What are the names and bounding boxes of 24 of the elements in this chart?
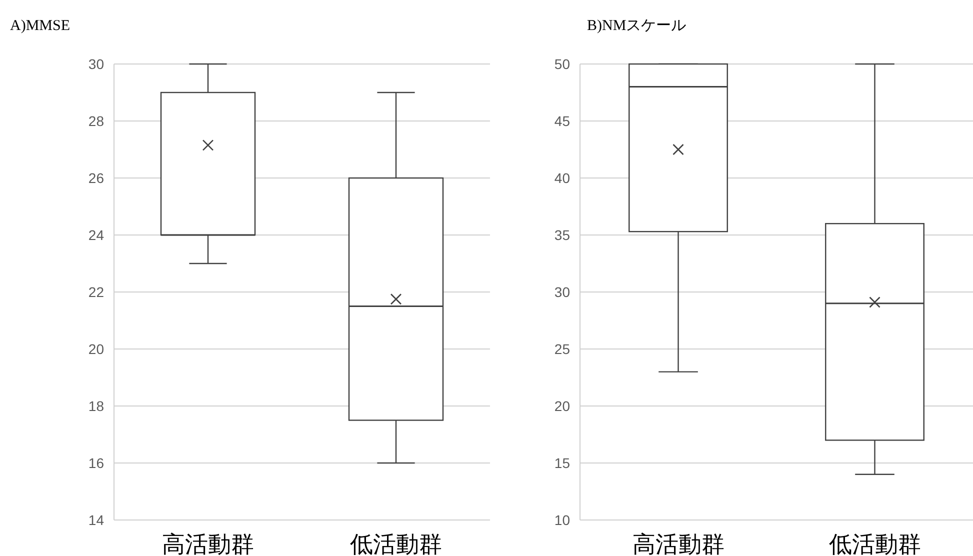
y-tick-label: 24 <box>88 227 104 243</box>
y-tick-label: 26 <box>88 170 104 186</box>
y-tick-label: 30 <box>88 56 104 72</box>
y-tick-label: 22 <box>88 284 104 300</box>
y-tick-label: 14 <box>88 512 104 528</box>
y-tick-label: 50 <box>554 56 570 72</box>
chart-title: B)NMスケール <box>587 18 686 34</box>
y-tick-label: 35 <box>554 227 570 243</box>
y-tick-label: 25 <box>554 341 570 357</box>
x-tick-label: 高活動群 <box>632 532 724 556</box>
y-tick-label: 18 <box>88 398 104 414</box>
y-tick-label: 15 <box>554 455 570 471</box>
y-tick-label: 20 <box>88 341 104 357</box>
chart-title: A)MMSE <box>10 18 70 34</box>
y-tick-label: 40 <box>554 170 570 186</box>
x-tick-label: 高活動群 <box>162 532 254 556</box>
y-tick-label: 28 <box>88 113 104 129</box>
y-tick-label: 20 <box>554 398 570 414</box>
x-tick-label: 低活動群 <box>828 532 921 556</box>
y-tick-label: 10 <box>554 512 570 528</box>
x-tick-label: 低活動群 <box>350 532 442 556</box>
y-tick-label: 16 <box>88 455 104 471</box>
y-tick-label: 30 <box>554 284 570 300</box>
y-tick-label: 45 <box>554 113 570 129</box>
